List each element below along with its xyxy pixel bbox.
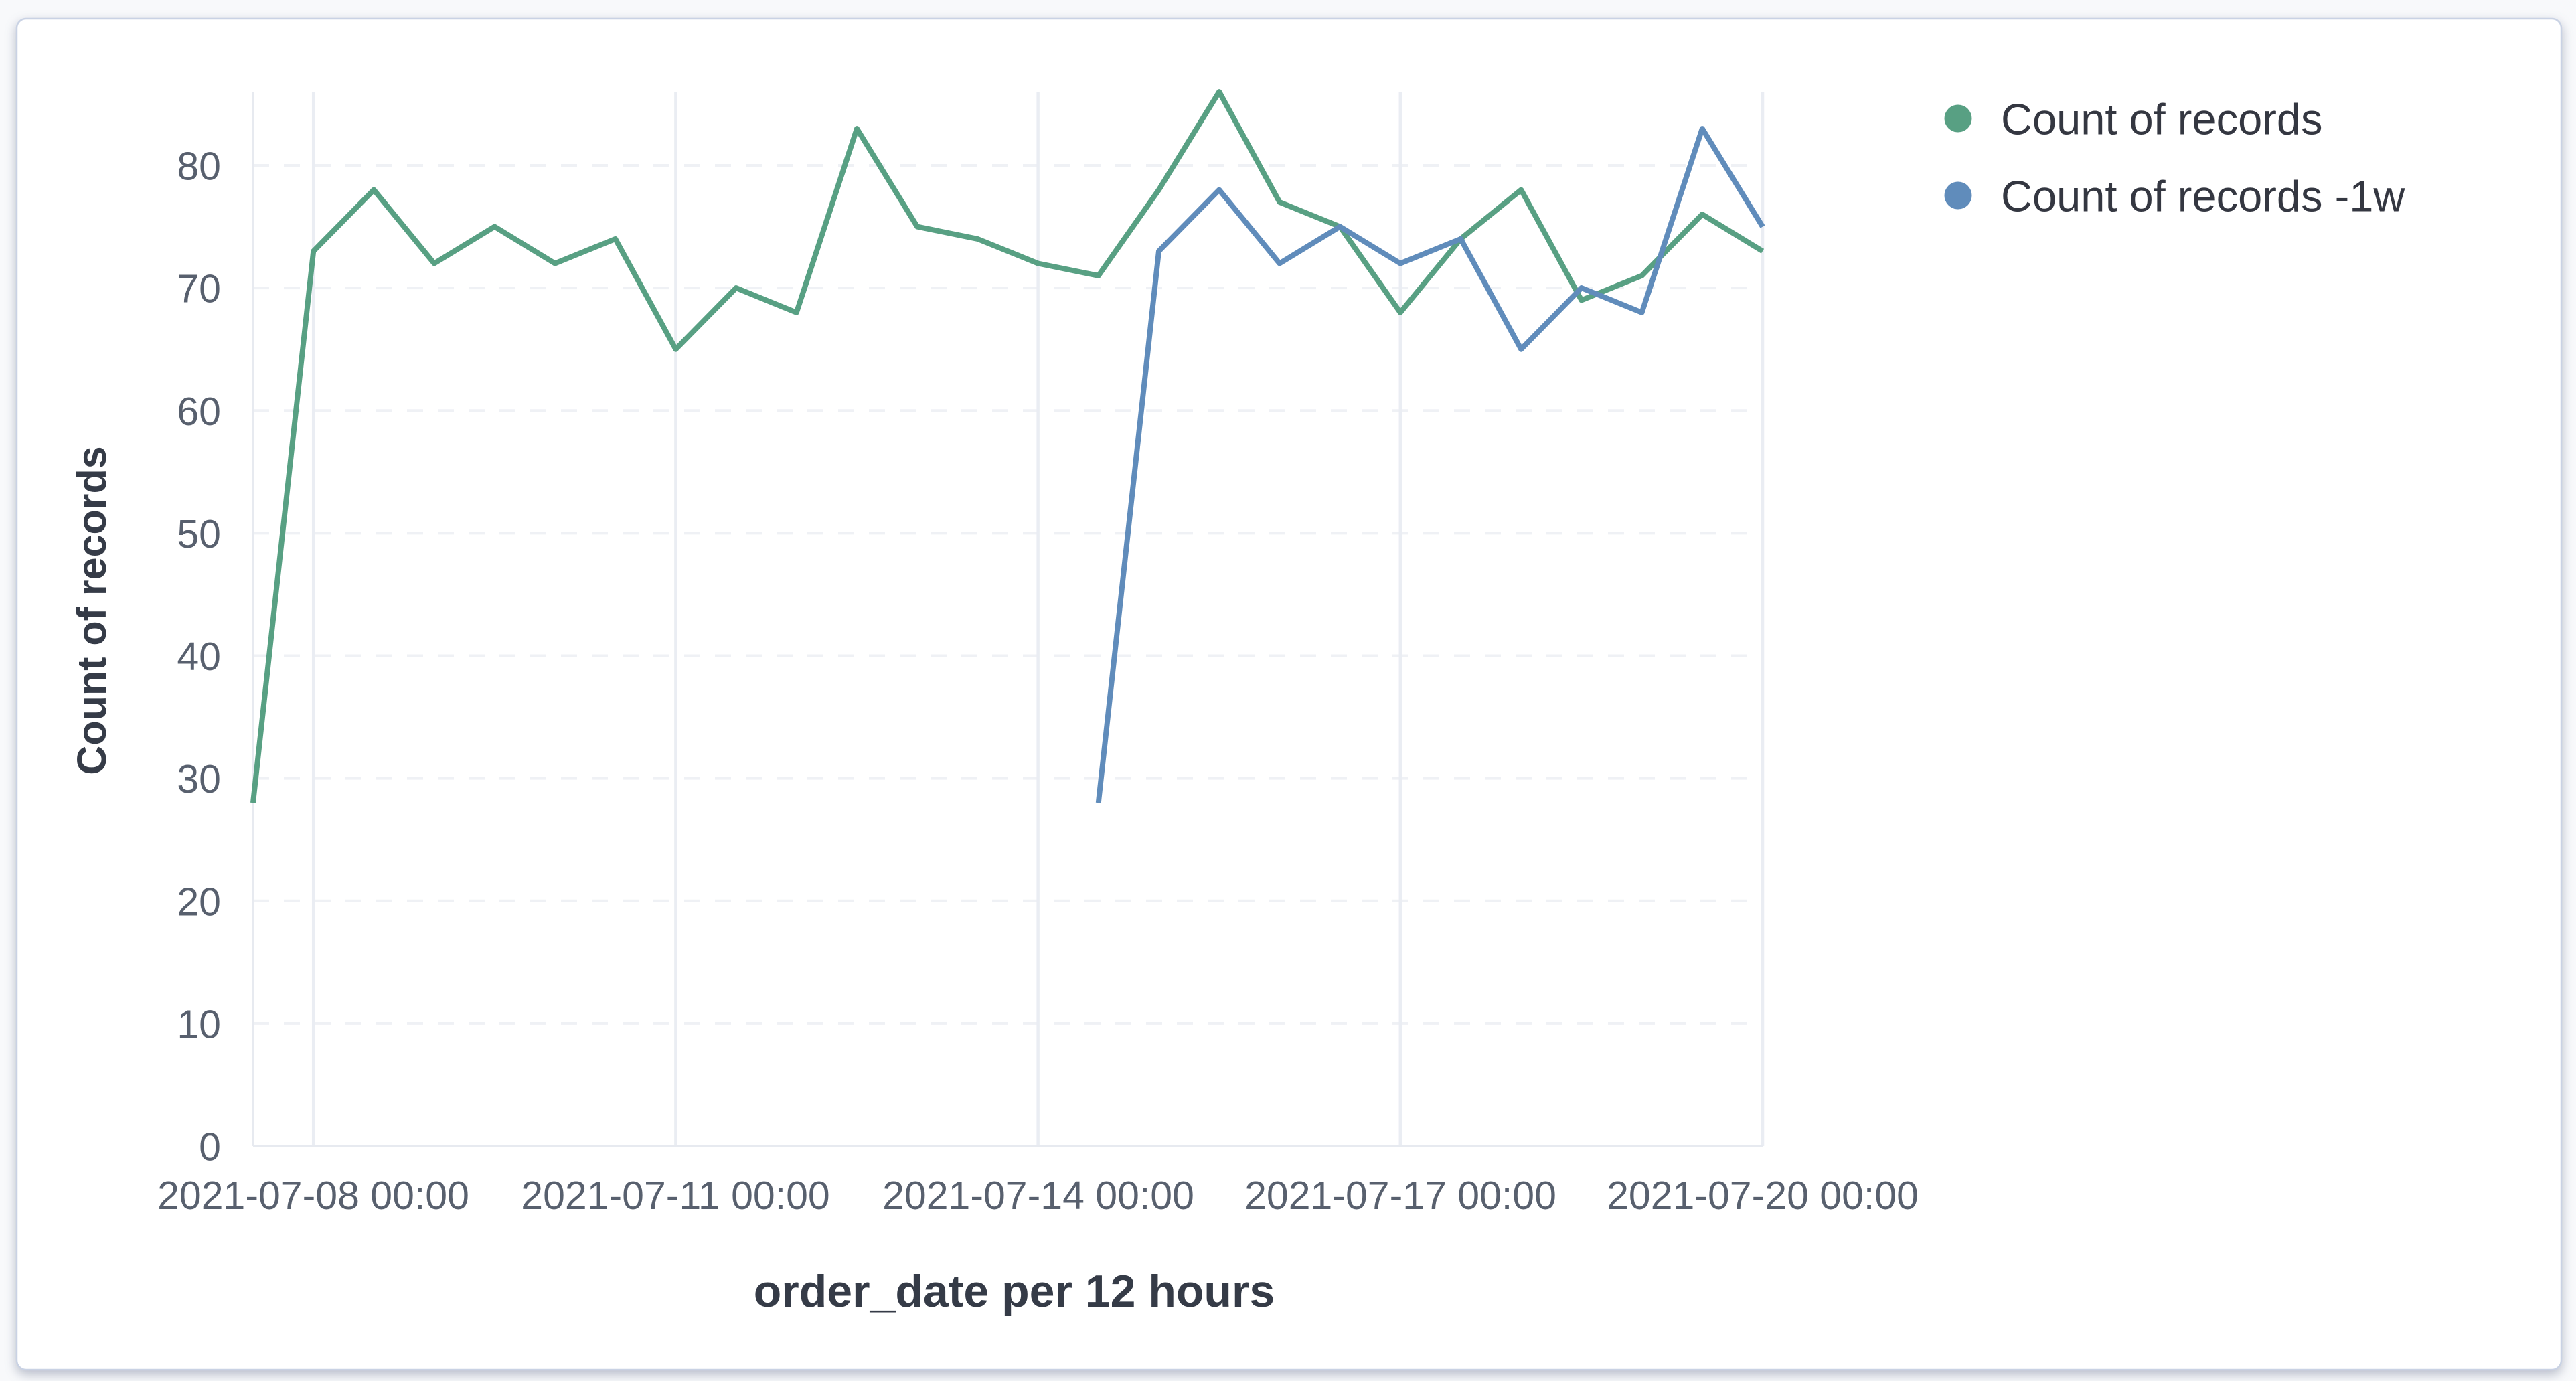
svg-text:2021-07-14 00:00: 2021-07-14 00:00 bbox=[882, 1173, 1194, 1218]
svg-text:40: 40 bbox=[177, 635, 221, 679]
svg-text:80: 80 bbox=[177, 145, 221, 189]
svg-text:20: 20 bbox=[177, 880, 221, 924]
svg-text:Count of records -1w: Count of records -1w bbox=[2001, 172, 2405, 221]
svg-text:2021-07-20 00:00: 2021-07-20 00:00 bbox=[1607, 1173, 1919, 1218]
svg-text:2021-07-17 00:00: 2021-07-17 00:00 bbox=[1244, 1173, 1556, 1218]
svg-text:30: 30 bbox=[177, 757, 221, 801]
svg-text:2021-07-08 00:00: 2021-07-08 00:00 bbox=[157, 1173, 469, 1218]
svg-text:60: 60 bbox=[177, 390, 221, 434]
svg-text:Count of records: Count of records bbox=[2001, 95, 2323, 144]
svg-text:Count of records: Count of records bbox=[69, 446, 114, 775]
svg-text:50: 50 bbox=[177, 512, 221, 556]
svg-text:0: 0 bbox=[199, 1125, 221, 1169]
svg-text:2021-07-11 00:00: 2021-07-11 00:00 bbox=[521, 1173, 829, 1218]
svg-text:70: 70 bbox=[177, 267, 221, 311]
svg-text:order_date per 12 hours: order_date per 12 hours bbox=[754, 1266, 1275, 1317]
svg-text:10: 10 bbox=[177, 1002, 221, 1046]
